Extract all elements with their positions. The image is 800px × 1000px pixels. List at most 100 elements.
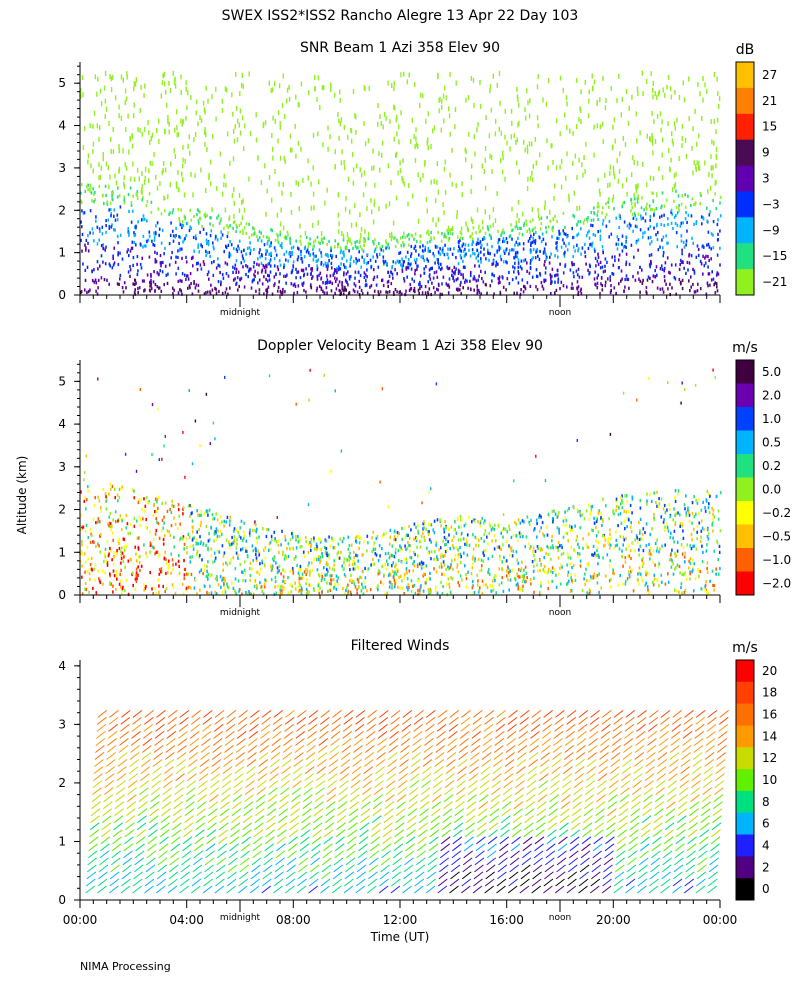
echo-speck <box>461 192 463 198</box>
data-cell <box>489 224 492 229</box>
echo-speck <box>99 174 102 180</box>
data-cell <box>496 262 498 266</box>
data-cell <box>707 230 710 234</box>
data-cell <box>189 514 191 518</box>
data-cell <box>121 257 124 261</box>
data-cell <box>95 521 97 525</box>
echo-speck <box>620 112 622 118</box>
data-cell <box>134 577 137 581</box>
data-cell <box>413 258 416 262</box>
data-cell <box>381 547 383 551</box>
data-cell <box>187 286 189 290</box>
echo-speck <box>691 145 693 151</box>
data-cell <box>153 270 155 274</box>
echo-speck <box>174 153 176 159</box>
data-cell <box>396 259 399 263</box>
colorbar-label: 3 <box>762 172 770 186</box>
data-cell <box>161 501 163 505</box>
echo-speck <box>650 137 652 143</box>
data-cell <box>670 221 673 225</box>
data-cell <box>289 537 292 542</box>
data-cell <box>555 273 557 277</box>
data-cell <box>600 586 602 590</box>
data-cell <box>674 277 677 281</box>
data-cell <box>338 280 341 284</box>
data-cell <box>436 518 439 522</box>
data-cell <box>401 267 404 271</box>
data-cell <box>150 273 152 277</box>
data-cell <box>253 232 256 236</box>
echo-speck <box>662 87 664 93</box>
data-cell <box>131 488 133 492</box>
data-cell <box>235 267 238 271</box>
data-cell <box>240 221 242 225</box>
data-cell <box>337 283 339 287</box>
data-cell <box>405 557 407 561</box>
echo-speck <box>481 219 484 225</box>
data-cell <box>213 559 216 563</box>
echo-speck <box>167 115 169 120</box>
data-cell <box>484 231 487 235</box>
echo-speck <box>102 151 104 157</box>
data-cell <box>653 226 655 230</box>
data-cell <box>363 540 365 544</box>
data-cell <box>210 525 212 529</box>
data-cell <box>418 562 421 566</box>
data-cell <box>342 238 345 242</box>
data-cell <box>356 246 358 250</box>
data-cell <box>325 546 328 551</box>
data-cell <box>584 572 586 576</box>
data-cell <box>432 276 435 280</box>
data-cell <box>535 230 537 235</box>
data-cell <box>471 520 473 524</box>
data-cell <box>625 274 628 278</box>
data-cell <box>563 254 566 258</box>
data-cell <box>482 280 485 284</box>
data-cell <box>580 292 583 296</box>
data-cell <box>653 517 656 522</box>
data-cell <box>414 591 417 595</box>
data-cell <box>641 562 644 566</box>
echo-speck <box>276 212 279 218</box>
data-cell <box>596 205 599 209</box>
echo-speck <box>302 177 304 183</box>
data-cell <box>170 256 172 260</box>
data-cell <box>377 558 380 563</box>
data-cell <box>139 262 142 267</box>
data-cell <box>331 538 334 542</box>
data-cell <box>196 592 198 596</box>
echo-speck <box>108 184 110 190</box>
data-cell <box>369 588 372 592</box>
data-cell <box>354 585 357 589</box>
data-cell <box>706 534 709 539</box>
data-cell <box>133 231 135 235</box>
data-cell <box>179 522 181 526</box>
echo-speck <box>566 101 568 107</box>
data-cell <box>624 560 627 564</box>
data-cell <box>137 220 139 224</box>
echo-speck <box>547 165 549 171</box>
echo-speck <box>602 76 604 81</box>
data-cell <box>93 280 96 284</box>
data-cell <box>123 537 126 542</box>
data-cell <box>237 579 240 583</box>
data-cell <box>703 527 705 532</box>
echo-speck <box>656 113 659 119</box>
echo-speck <box>255 112 257 118</box>
echo-speck <box>646 133 648 139</box>
data-cell <box>497 262 499 266</box>
data-cell <box>436 258 438 262</box>
data-cell <box>555 573 557 577</box>
data-cell <box>648 549 651 553</box>
data-cell <box>554 214 556 218</box>
data-cell <box>536 545 539 549</box>
data-cell <box>424 245 427 249</box>
data-cell <box>399 251 402 255</box>
data-cell <box>464 280 466 284</box>
data-cell <box>459 254 462 258</box>
data-cell <box>642 527 645 531</box>
data-cell <box>601 284 604 288</box>
data-cell <box>284 569 286 574</box>
data-cell <box>666 508 668 512</box>
data-cell <box>429 523 431 527</box>
